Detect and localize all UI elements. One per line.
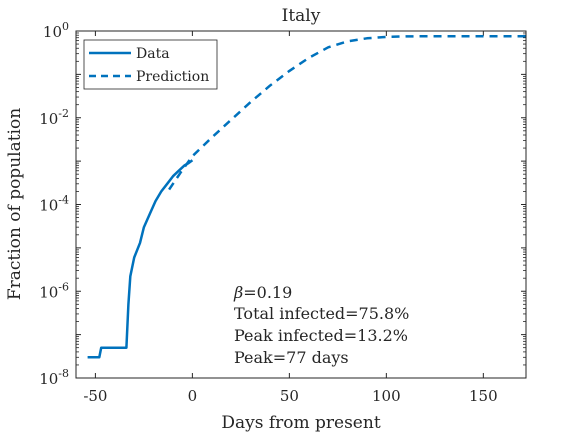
x-tick-label: 0 <box>188 387 198 405</box>
x-tick-label: 50 <box>280 387 299 405</box>
x-tick-label: 150 <box>469 387 498 405</box>
y-tick-base: 10 <box>39 110 58 128</box>
series-group <box>87 34 526 359</box>
y-tick-label: 10-4 <box>39 194 69 215</box>
series-line-data <box>87 159 194 359</box>
y-tick-exponent: -6 <box>58 280 69 293</box>
y-tick-base: 10 <box>39 197 58 215</box>
y-tick-base: 10 <box>39 283 58 301</box>
y-tick-base: 10 <box>39 370 58 388</box>
annotation-peak-day: Peak=77 days <box>234 348 349 367</box>
y-tick-label: 10-8 <box>39 367 69 388</box>
y-tick-exponent: -8 <box>58 367 69 380</box>
beta-value: =0.19 <box>243 283 292 302</box>
legend-prediction-label: Prediction <box>136 69 209 85</box>
y-tick-base: 10 <box>43 23 62 41</box>
annotation-block: β=0.19 Total infected=75.8% Peak infecte… <box>233 283 409 367</box>
y-tick-label: 10-6 <box>39 280 69 301</box>
annotation-beta: β=0.19 <box>233 283 292 302</box>
y-tick-label: 10-2 <box>39 107 69 128</box>
x-tick-label: 100 <box>372 387 401 405</box>
series-line-prediction <box>168 34 526 191</box>
annotation-total-infected: Total infected=75.8% <box>234 304 409 323</box>
y-tick-exponent: -2 <box>58 107 69 120</box>
y-tick-label: 100 <box>43 20 69 41</box>
legend-data-label: Data <box>136 46 170 62</box>
x-axis-label: Days from present <box>221 413 380 433</box>
y-tick-exponent: -4 <box>58 194 69 207</box>
x-tick-label: -50 <box>83 387 107 405</box>
y-axis-label: Fraction of population <box>5 108 25 300</box>
legend-box <box>83 39 218 90</box>
chart-title: Italy <box>282 6 321 26</box>
beta-symbol: β <box>233 283 243 302</box>
annotation-peak-infected: Peak infected=13.2% <box>234 326 408 345</box>
y-tick-exponent: 0 <box>62 20 69 33</box>
legend: Data Prediction <box>83 39 218 90</box>
